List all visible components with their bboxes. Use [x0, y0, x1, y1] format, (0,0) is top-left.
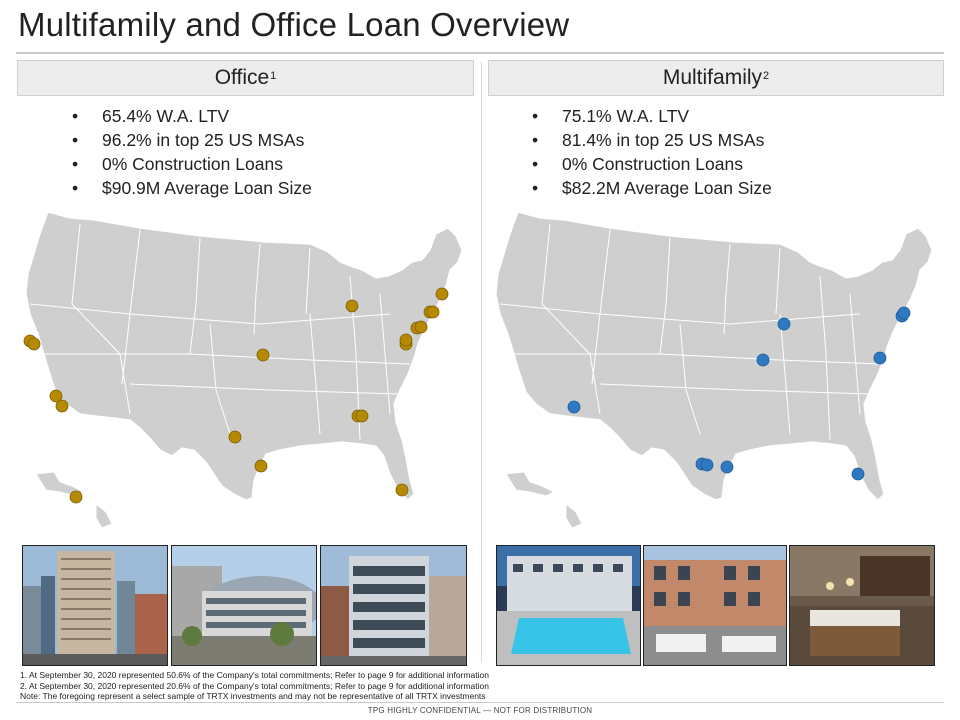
office-location-marker: [435, 287, 449, 301]
multifamily-us-map: [495, 211, 933, 529]
office-location-marker: [256, 348, 270, 362]
office-location-marker: [355, 409, 369, 423]
multifamily-photo-pool: [496, 545, 641, 666]
office-location-marker: [254, 459, 268, 473]
footnote-note: Note: The foregoing represent a select s…: [20, 691, 486, 701]
bottom-divider: [16, 702, 944, 703]
multifamily-photo-kitchen: [789, 545, 935, 666]
multifamily-location-marker: [720, 460, 734, 474]
multifamily-stat-construction: 0% Construction Loans: [532, 152, 772, 176]
office-stat-msa: 96.2% in top 25 US MSAs: [72, 128, 312, 152]
office-photo-curved-building: [171, 545, 317, 666]
office-footnote-marker: 1: [270, 70, 277, 82]
multifamily-header-label: Multifamily: [662, 66, 763, 89]
office-location-marker: [55, 399, 69, 413]
multifamily-location-marker: [873, 351, 887, 365]
multifamily-location-marker: [756, 353, 770, 367]
office-location-marker: [27, 337, 41, 351]
multifamily-location-marker: [700, 458, 714, 472]
multifamily-stat-loan-size: $82.2M Average Loan Size: [532, 176, 772, 200]
multifamily-stat-ltv: 75.1% W.A. LTV: [532, 104, 772, 128]
multifamily-footnote-marker: 2: [763, 70, 770, 82]
office-location-marker: [414, 320, 428, 334]
office-stat-construction: 0% Construction Loans: [72, 152, 312, 176]
multifamily-location-marker: [567, 400, 581, 414]
multifamily-stats-list: 75.1% W.A. LTV 81.4% in top 25 US MSAs 0…: [532, 104, 772, 200]
office-location-marker: [395, 483, 409, 497]
footnote-2: 2. At September 30, 2020 represented 20.…: [20, 680, 489, 691]
page-title: Multifamily and Office Loan Overview: [18, 6, 570, 43]
office-header: Office1: [17, 60, 474, 96]
us-mainland-shape: [25, 211, 463, 501]
office-stat-loan-size: $90.9M Average Loan Size: [72, 176, 312, 200]
office-location-marker: [345, 299, 359, 313]
office-location-marker: [399, 333, 413, 347]
multifamily-stat-msa: 81.4% in top 25 US MSAs: [532, 128, 772, 152]
multifamily-header: Multifamily2: [488, 60, 944, 96]
office-location-marker: [69, 490, 83, 504]
office-photo-highrise: [22, 545, 168, 666]
column-divider: [481, 62, 482, 662]
multifamily-location-marker: [777, 317, 791, 331]
title-divider: [16, 52, 944, 54]
office-stat-ltv: 65.4% W.A. LTV: [72, 104, 312, 128]
office-us-map: [23, 211, 463, 529]
office-photo-glass-building: [320, 545, 467, 666]
office-location-marker: [426, 305, 440, 319]
alaska-shape: [35, 471, 86, 497]
footnotes: 1. At September 30, 2020 represented 50.…: [20, 670, 489, 702]
alaska-shape: [505, 471, 556, 497]
multifamily-location-marker: [897, 306, 911, 320]
multifamily-photo-courtyard: [643, 545, 787, 666]
hawaii-shape: [95, 502, 113, 529]
office-location-marker: [49, 389, 63, 403]
confidentiality-notice: TPG HIGHLY CONFIDENTIAL — NOT FOR DISTRI…: [367, 706, 593, 715]
us-mainland-shape: [495, 211, 933, 501]
hawaii-shape: [565, 502, 583, 529]
office-header-label: Office: [214, 66, 270, 89]
footnote-1: 1. At September 30, 2020 represented 50.…: [20, 670, 489, 680]
multifamily-location-marker: [851, 467, 865, 481]
office-stats-list: 65.4% W.A. LTV 96.2% in top 25 US MSAs 0…: [72, 104, 312, 200]
office-location-marker: [228, 430, 242, 444]
